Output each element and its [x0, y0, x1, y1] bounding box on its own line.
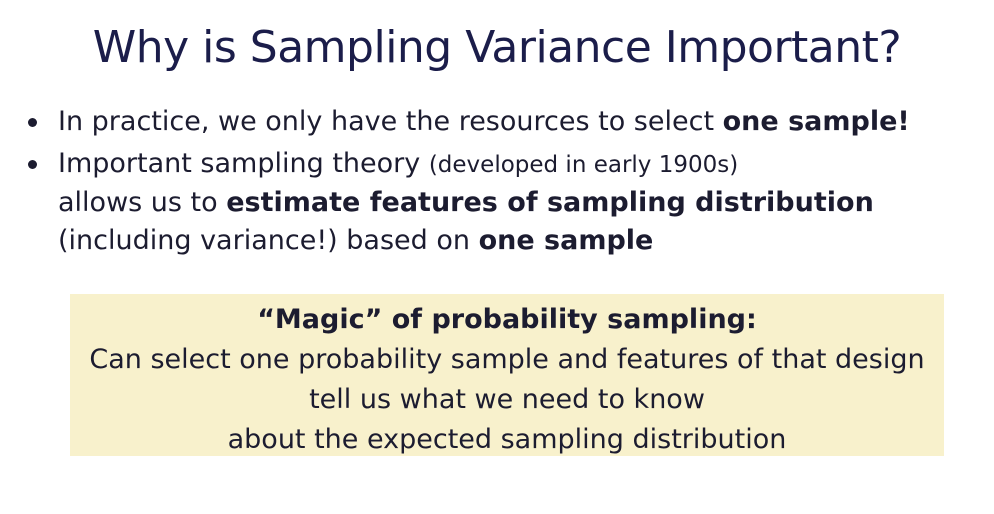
- bullet-text: Important sampling theory: [58, 148, 429, 179]
- bullet-text: (including variance!) based on: [58, 225, 479, 256]
- bullet-emphasis: one sample!: [722, 106, 910, 137]
- bullet-emphasis: one sample: [478, 225, 654, 256]
- bullet-note: (developed in early 1900s): [428, 152, 739, 178]
- bullet-text: In practice, we only have the resources …: [58, 106, 723, 137]
- bullet-emphasis: estimate features of sampling distributi…: [226, 187, 874, 218]
- callout-line: about the expected sampling distribution: [227, 424, 787, 455]
- bullet-item-resources: In practice, we only have the resources …: [22, 103, 982, 141]
- bullet-dot: [28, 118, 37, 127]
- bullet-text: allows us to: [58, 187, 227, 218]
- callout-title: “Magic” of probability sampling:: [257, 304, 757, 335]
- callout-line: tell us what we need to know: [309, 384, 705, 415]
- callout-line: Can select one probability sample and fe…: [89, 344, 925, 375]
- callout-box: “Magic” of probability sampling: Can sel…: [70, 294, 944, 456]
- bullet-list: In practice, we only have the resources …: [22, 103, 982, 264]
- bullet-item-theory: Important sampling theory (developed in …: [22, 145, 982, 260]
- bullet-dot: [28, 160, 37, 169]
- slide-title: Why is Sampling Variance Important?: [92, 22, 902, 73]
